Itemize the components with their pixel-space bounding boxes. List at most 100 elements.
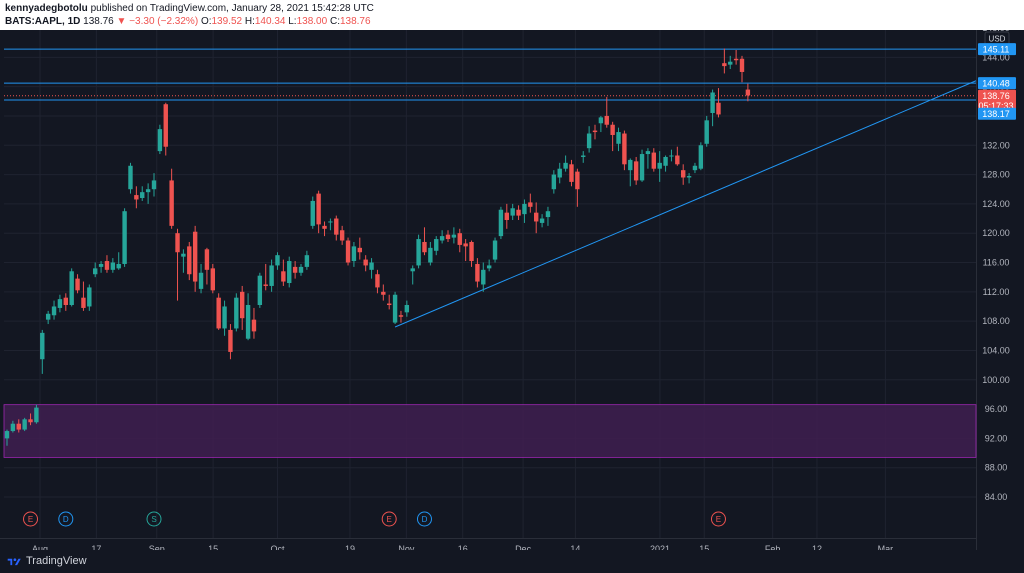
candle[interactable] <box>486 259 492 272</box>
candle[interactable] <box>739 55 745 83</box>
candle[interactable] <box>569 159 574 187</box>
candle[interactable] <box>710 89 715 127</box>
event-marker-dividend[interactable]: D <box>58 511 74 527</box>
candle[interactable] <box>310 196 315 229</box>
candle[interactable] <box>81 281 86 311</box>
tradingview-logo[interactable]: TradingView <box>6 555 87 567</box>
candle[interactable] <box>434 236 439 256</box>
author-name[interactable]: kennyadegbotolu <box>5 3 88 14</box>
candle[interactable] <box>492 237 498 263</box>
candle[interactable] <box>228 324 233 360</box>
candle[interactable] <box>575 168 580 207</box>
candle[interactable] <box>316 190 321 234</box>
candle[interactable] <box>339 225 345 245</box>
candle[interactable] <box>334 215 339 241</box>
candle[interactable] <box>657 151 662 182</box>
candle[interactable] <box>716 88 721 118</box>
candle[interactable] <box>351 241 357 267</box>
candle[interactable] <box>516 205 521 220</box>
candle[interactable] <box>57 294 63 313</box>
candle[interactable] <box>251 307 257 339</box>
candle[interactable] <box>722 48 727 74</box>
candle[interactable] <box>275 252 280 270</box>
candle[interactable] <box>692 162 698 174</box>
event-marker-earnings[interactable]: E <box>381 511 397 527</box>
candle[interactable] <box>192 225 198 292</box>
candle[interactable] <box>134 186 139 209</box>
candle[interactable] <box>475 258 480 288</box>
candle[interactable] <box>457 228 462 253</box>
candle[interactable] <box>257 272 263 308</box>
symbol-title[interactable]: BATS:AAPL, 1D <box>5 16 81 27</box>
candle[interactable] <box>216 293 221 330</box>
candle[interactable] <box>404 300 410 317</box>
candle[interactable] <box>598 115 604 133</box>
demand-zone-rectangle[interactable] <box>3 404 977 458</box>
candle[interactable] <box>10 420 16 433</box>
candle[interactable] <box>240 285 245 330</box>
candle[interactable] <box>675 146 680 166</box>
candle[interactable] <box>357 237 362 260</box>
candle[interactable] <box>439 230 445 244</box>
candle[interactable] <box>87 284 92 311</box>
candle[interactable] <box>93 262 98 278</box>
candle[interactable] <box>510 203 515 220</box>
candle[interactable] <box>387 294 392 310</box>
candle[interactable] <box>222 300 227 336</box>
candle[interactable] <box>686 173 692 184</box>
candle[interactable] <box>28 413 33 426</box>
candle[interactable] <box>63 293 68 311</box>
candle[interactable] <box>398 310 404 323</box>
candle[interactable] <box>369 258 374 279</box>
candle[interactable] <box>681 164 686 185</box>
candle[interactable] <box>422 227 427 256</box>
candle[interactable] <box>586 126 592 153</box>
candle[interactable] <box>234 293 239 332</box>
candle[interactable] <box>610 121 615 152</box>
candle[interactable] <box>669 149 674 162</box>
candle[interactable] <box>110 258 116 273</box>
candle[interactable] <box>498 206 504 240</box>
candle[interactable] <box>163 102 168 156</box>
candle[interactable] <box>204 247 210 285</box>
event-marker-dividend[interactable]: D <box>416 511 432 527</box>
event-marker-earnings[interactable]: E <box>710 511 726 527</box>
candle[interactable] <box>287 256 292 288</box>
candle[interactable] <box>557 162 562 184</box>
candle[interactable] <box>416 234 421 269</box>
candle[interactable] <box>392 291 398 325</box>
candle[interactable] <box>145 183 151 204</box>
candle[interactable] <box>504 203 509 229</box>
candle[interactable] <box>322 221 327 237</box>
candle[interactable] <box>75 274 80 294</box>
candle[interactable] <box>157 124 163 155</box>
candle[interactable] <box>187 241 192 281</box>
price-chart[interactable]: 84.00 88.00 92.00 96.00 100.00 104.00 108.00 11… <box>0 30 1024 550</box>
candle[interactable] <box>328 218 333 231</box>
candle[interactable] <box>628 158 633 187</box>
candle[interactable] <box>522 199 527 223</box>
candle[interactable] <box>51 300 57 320</box>
candle[interactable] <box>451 227 457 244</box>
candle[interactable] <box>22 417 27 432</box>
support-trendline[interactable] <box>394 80 977 328</box>
candle[interactable] <box>151 173 157 197</box>
candle[interactable] <box>581 151 586 163</box>
time-axis[interactable]: Aug 17 Sep 15 Oct 19 Nov 16 Dec 14 2021 15 Feb 12 Mar <box>32 544 893 550</box>
candle[interactable] <box>34 404 39 424</box>
candle[interactable] <box>269 259 274 292</box>
candle[interactable] <box>551 170 557 194</box>
candle[interactable] <box>698 142 704 171</box>
candle[interactable] <box>140 186 145 201</box>
candle[interactable] <box>345 237 351 266</box>
candle[interactable] <box>304 250 310 270</box>
event-marker-split[interactable]: S <box>146 511 162 527</box>
candle[interactable] <box>428 241 433 266</box>
candle[interactable] <box>481 262 486 292</box>
candle[interactable] <box>733 49 739 65</box>
candle[interactable] <box>633 156 639 185</box>
candle[interactable] <box>210 263 215 294</box>
candle[interactable] <box>469 240 474 267</box>
candle[interactable] <box>122 208 127 267</box>
candle[interactable] <box>704 115 709 147</box>
